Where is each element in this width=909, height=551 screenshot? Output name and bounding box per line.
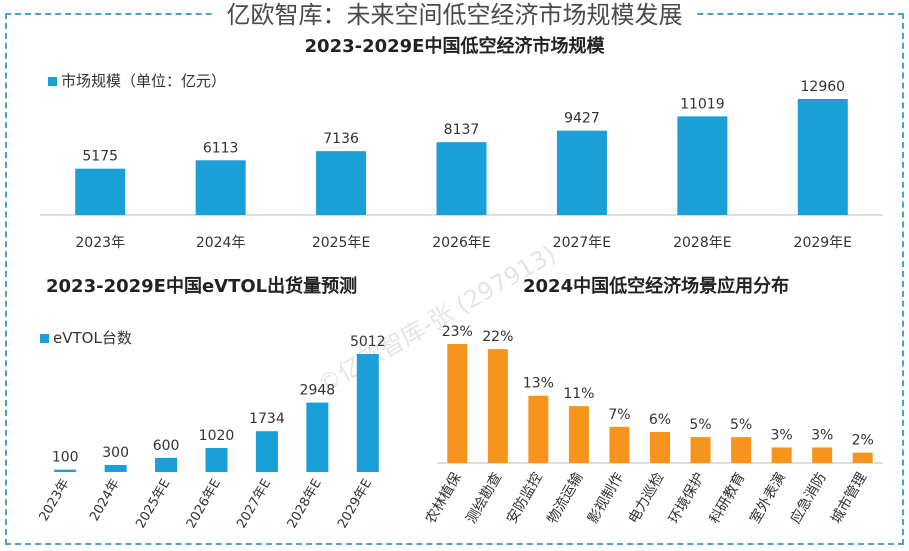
tick-label: 2024年 (87, 477, 123, 524)
data-label: 3% (771, 427, 793, 443)
tick-label: 2029年E (794, 235, 852, 251)
data-label: 1734 (249, 411, 285, 427)
tick-label: 2024年 (196, 235, 246, 251)
tick-label: 2028年E (673, 235, 731, 251)
tick-label: 影视制作 (585, 470, 627, 526)
bar (255, 431, 278, 472)
tick-label: 2025年E (133, 477, 173, 532)
bar (690, 437, 711, 463)
data-label: 2% (852, 433, 874, 449)
data-label: 1020 (199, 428, 235, 444)
bar (54, 469, 77, 472)
tick-label: 2027年E (553, 235, 611, 251)
tick-label: 科研教育 (707, 470, 749, 526)
bar (436, 142, 487, 215)
data-label: 100 (52, 450, 79, 466)
tick-label: 物流运输 (545, 470, 587, 526)
tick-label: 2027年E (234, 477, 274, 532)
bar (528, 395, 549, 463)
legend-label: eVTOL台数 (53, 329, 132, 347)
tick-label: 2025年E (312, 235, 370, 251)
bar (356, 354, 379, 472)
data-label: 5012 (350, 334, 386, 350)
bar (195, 160, 246, 215)
chart2-legend: eVTOL台数 (40, 329, 132, 347)
data-label: 7136 (323, 131, 359, 147)
data-label: 11019 (680, 96, 725, 112)
data-label: 6113 (203, 140, 239, 156)
legend-label: 市场规模（单位：亿元） (61, 72, 227, 90)
chart3-title: 2024中国低空经济场景应用分布 (523, 276, 790, 297)
bar (852, 452, 873, 463)
page-title: 亿欧智库：未来空间低空经济市场规模发展 (0, 0, 909, 30)
data-label: 5% (730, 417, 752, 433)
data-label: 22% (482, 329, 513, 345)
tick-label: 2029年E (335, 477, 375, 532)
data-label: 11% (563, 386, 594, 402)
tick-label: 测绘勘查 (463, 470, 505, 526)
data-label: 6% (649, 412, 671, 428)
tick-label: 2026年E (184, 477, 224, 532)
data-label: 2948 (300, 383, 336, 399)
tick-label: 安防监控 (504, 470, 546, 526)
data-label: 12960 (801, 79, 846, 95)
data-label: 23% (442, 324, 473, 340)
bar (797, 99, 848, 215)
bar (556, 130, 607, 215)
data-label: 5% (689, 417, 711, 433)
bar (812, 447, 833, 463)
bar (609, 426, 630, 463)
bar (104, 464, 127, 472)
bar (771, 447, 792, 463)
chart1-title: 2023-2029E中国低空经济市场规模 (304, 36, 605, 57)
tick-label: 环境保护 (666, 470, 708, 526)
bar (677, 116, 728, 215)
bar (75, 168, 126, 215)
chart1-legend: 市场规模（单位：亿元） (48, 72, 226, 90)
bar (568, 406, 589, 463)
data-label: 8137 (444, 122, 480, 138)
tick-label: 电力巡检 (626, 470, 668, 526)
legend-swatch (48, 76, 57, 86)
data-label: 600 (153, 438, 180, 454)
data-label: 13% (523, 376, 554, 392)
tick-label: 2026年E (432, 235, 490, 251)
data-label: 9427 (564, 111, 600, 127)
tick-label: 城市管理 (827, 470, 870, 527)
data-label: 7% (608, 407, 630, 423)
bar (731, 437, 752, 463)
tick-label: 农林植保 (423, 470, 465, 526)
bar (306, 402, 329, 472)
bar (447, 344, 468, 463)
tick-label: 2023年 (37, 477, 73, 524)
data-label: 5175 (82, 149, 118, 165)
tick-label: 室外表演 (746, 470, 789, 527)
bar (316, 151, 367, 215)
legend-swatch (40, 333, 49, 343)
bar (155, 457, 178, 472)
bar (650, 431, 670, 463)
data-label: 300 (102, 445, 129, 461)
data-label: 3% (811, 427, 833, 443)
chart2-title: 2023-2029E中国eVTOL出货量预测 (46, 276, 358, 297)
tick-label: 应急消防 (787, 470, 830, 527)
tick-label: 2028年E (285, 477, 325, 532)
bar (487, 349, 508, 463)
bar (205, 447, 228, 472)
tick-label: 2023年 (75, 235, 125, 251)
